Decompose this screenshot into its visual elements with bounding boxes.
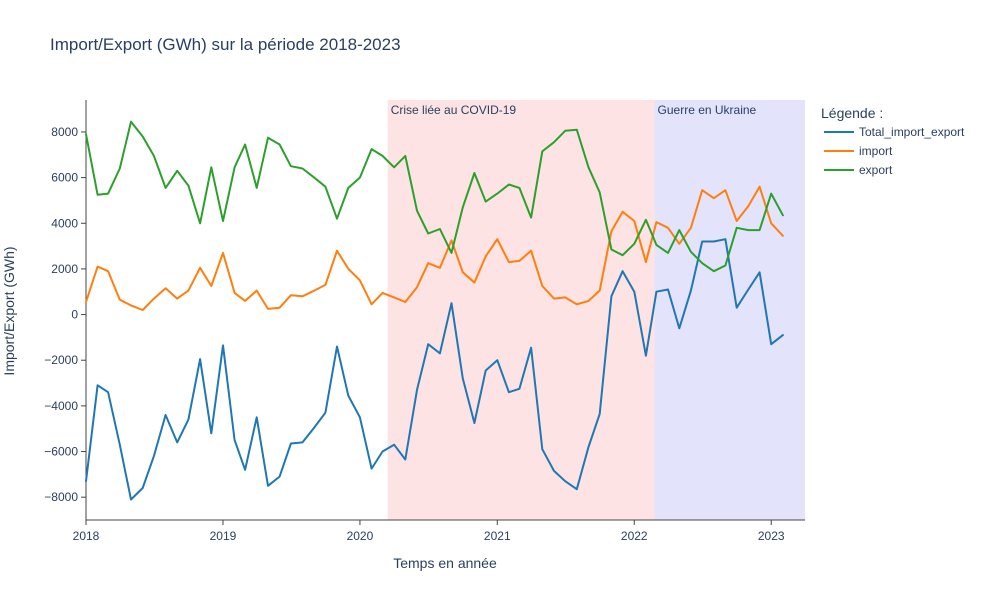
series-line-import [85, 185, 784, 311]
x-tick-label: 2021 [484, 529, 511, 543]
y-axis-title: Import/Export (GWh) [1, 246, 17, 375]
region-annotations: Crise liée au COVID-19 Guerre en Ukraine [391, 103, 757, 117]
legend-title: Légende : [821, 105, 883, 121]
y-tick-label: −2000 [44, 353, 78, 367]
series-line-total-import-export [85, 238, 784, 501]
y-tick-label: −8000 [44, 490, 78, 504]
legend-entry: Total_import_export [859, 125, 965, 139]
y-tick-label: −4000 [44, 399, 78, 413]
x-tick-label: 2023 [758, 529, 785, 543]
y-tick-label: 8000 [51, 125, 78, 139]
region-label-0: Crise liée au COVID-19 [391, 103, 517, 117]
series-line-export [85, 120, 784, 273]
y-tick-label: 4000 [51, 216, 78, 230]
y-tick-label: 0 [71, 308, 78, 322]
region-1 [654, 100, 805, 520]
region-label-1: Guerre en Ukraine [658, 103, 757, 117]
y-tick-label: −6000 [44, 445, 78, 459]
x-tick-label: 2020 [347, 529, 374, 543]
chart-title: Import/Export (GWh) sur la période 2018-… [50, 35, 401, 54]
x-axis-title: Temps en année [393, 555, 497, 571]
y-tick-label: 6000 [51, 171, 78, 185]
region-0 [387, 100, 655, 520]
y-tick-label: 2000 [51, 262, 78, 276]
series-lines [85, 120, 784, 501]
x-tick-label: 2022 [621, 529, 648, 543]
x-tick-label: 2018 [73, 529, 100, 543]
legend-entry: import [859, 144, 893, 158]
axes: −8000 −6000 −4000 −2000 0 2000 4000 6000 8000 201… [44, 100, 805, 543]
legend-entry: export [859, 163, 893, 177]
x-tick-label: 2019 [210, 529, 237, 543]
